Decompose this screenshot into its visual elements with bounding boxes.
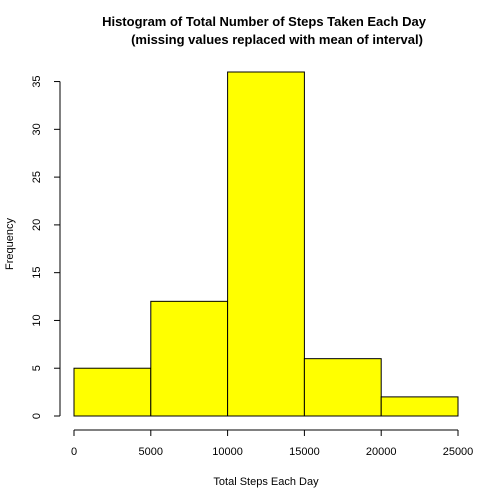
y-tick-label: 10 xyxy=(31,314,43,326)
y-axis-label: Frequency xyxy=(4,218,16,270)
plot-area: 0 5000 10000 15000 20000 25000 0 5 10 15 20 25 30 35 xyxy=(31,71,474,458)
chart-title-line2: (missing values replaced with mean of in… xyxy=(131,32,423,47)
x-tick-label: 5000 xyxy=(139,446,163,458)
x-axis-label: Total Steps Each Day xyxy=(213,476,319,488)
histogram-bar xyxy=(150,300,229,417)
y-tick-label: 15 xyxy=(31,267,43,279)
y-tick-label: 20 xyxy=(31,219,43,231)
histogram-bar xyxy=(380,396,459,417)
x-tick-label: 25000 xyxy=(443,446,474,458)
x-tick-label: 15000 xyxy=(289,446,320,458)
histogram-bar xyxy=(73,367,152,417)
chart-title-line1: Histogram of Total Number of Steps Taken… xyxy=(102,14,427,29)
x-tick-label: 0 xyxy=(71,446,77,458)
y-tick-label: 0 xyxy=(31,413,43,419)
y-tick-label: 30 xyxy=(31,123,43,135)
histogram-bar xyxy=(227,71,305,417)
y-tick-label: 25 xyxy=(31,171,43,183)
y-tick-label: 35 xyxy=(31,75,43,87)
x-tick-label: 20000 xyxy=(366,446,397,458)
x-tick-label: 10000 xyxy=(212,446,243,458)
y-tick-label: 5 xyxy=(31,365,43,371)
histogram-bar xyxy=(303,358,382,417)
